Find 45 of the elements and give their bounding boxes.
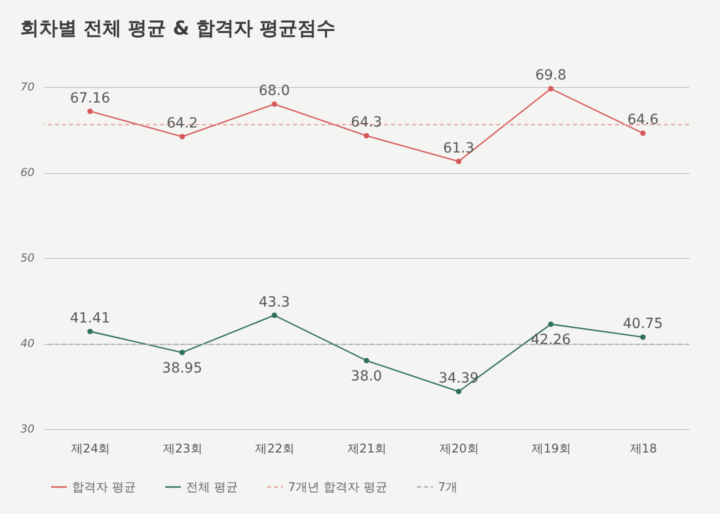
data-label: 68.0 bbox=[258, 83, 290, 100]
point bbox=[364, 358, 370, 364]
y-tick-label: 70 bbox=[20, 80, 34, 94]
data-label: 34.39 bbox=[438, 370, 479, 386]
legend-label: 7개년 합격자 평균 bbox=[288, 480, 388, 494]
point bbox=[364, 133, 370, 138]
data-label: 64.2 bbox=[166, 116, 198, 132]
point bbox=[456, 388, 462, 394]
point bbox=[179, 134, 185, 140]
point bbox=[640, 130, 646, 136]
x-tick-label: 제21회 bbox=[347, 442, 387, 456]
point bbox=[548, 321, 554, 327]
point bbox=[87, 108, 93, 114]
x-tick-label: 제24회 bbox=[70, 442, 110, 456]
y-tick-label: 60 bbox=[20, 166, 34, 179]
data-label: 67.16 bbox=[70, 90, 110, 106]
point bbox=[548, 86, 554, 92]
chart-title: 회차별 전체 평균 & 합격자 평균점수 bbox=[20, 18, 336, 40]
point bbox=[87, 328, 93, 334]
data-label: 69.8 bbox=[535, 68, 566, 84]
point bbox=[640, 334, 646, 340]
point bbox=[179, 350, 185, 356]
data-label: 41.41 bbox=[70, 310, 110, 326]
x-tick-label: 제18 bbox=[630, 442, 658, 456]
legend-label: 합격자 평균 bbox=[72, 480, 136, 494]
data-label: 38.95 bbox=[162, 360, 202, 376]
y-tick-label: 50 bbox=[20, 252, 34, 264]
x-tick-label: 제22회 bbox=[255, 442, 294, 456]
data-label: 40.75 bbox=[622, 316, 663, 332]
point bbox=[272, 101, 278, 107]
y-tick-label: 40 bbox=[20, 337, 34, 350]
point bbox=[456, 158, 462, 164]
point bbox=[272, 312, 278, 318]
data-label: 64.6 bbox=[627, 112, 659, 128]
legend-label: 7개 bbox=[438, 480, 458, 494]
data-label: 61.3 bbox=[443, 140, 474, 156]
data-label: 42.26 bbox=[530, 332, 571, 348]
data-label: 43.3 bbox=[258, 294, 290, 310]
x-tick-label: 제23회 bbox=[163, 442, 202, 456]
x-tick-label: 제20회 bbox=[440, 442, 479, 456]
data-label: 38.0 bbox=[350, 368, 382, 385]
x-tick-label: 제19회 bbox=[532, 442, 571, 456]
legend-label: 전체 평균 bbox=[186, 480, 238, 494]
data-label: 64.3 bbox=[350, 114, 382, 131]
y-tick-label: 30 bbox=[20, 422, 34, 436]
